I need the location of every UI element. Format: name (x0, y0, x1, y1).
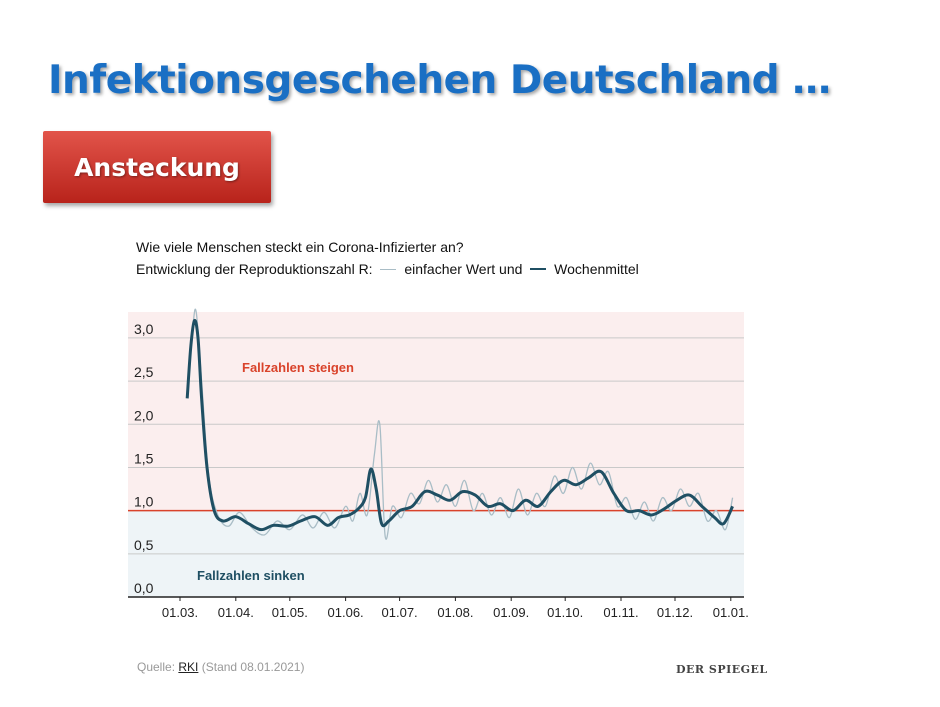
chart-question: Wie viele Menschen steckt ein Corona-Inf… (136, 239, 464, 255)
source-prefix: Quelle: (137, 660, 176, 674)
x-tick-label: 01.09. (493, 605, 529, 620)
x-tick-label: 01.06. (328, 605, 364, 620)
r-value-chart: 3,0 2,5 2,0 1,5 1,0 0,5 0,0 01.03. 01.04. 01.05. 0… (128, 308, 749, 620)
x-tick-label: 01.08. (437, 605, 473, 620)
y-tick-label: 0,0 (134, 580, 154, 596)
source-link-rki[interactable]: RKI (178, 660, 199, 674)
x-tick-label: 01.01. (713, 605, 749, 620)
y-tick-label: 2,0 (134, 407, 154, 423)
slide-title: Infektionsgeschehen Deutschland … (48, 58, 831, 103)
y-tick-label: 1,5 (134, 450, 154, 466)
x-tick-label: 01.04. (218, 605, 254, 620)
chart-subtitle-prefix: Entwicklung der Reproduktionszahl R: (136, 261, 373, 277)
y-tick-label: 2,5 (134, 364, 154, 380)
x-tick-label: 01.11. (603, 605, 638, 620)
zone-rising-background (128, 312, 744, 511)
single-value-label: einfacher Wert und (404, 261, 523, 277)
x-tick-label: 01.10. (547, 605, 583, 620)
series-line-single-value (186, 308, 734, 540)
series-line-weekly-mean (185, 318, 734, 532)
x-tick-label: 01.07. (382, 605, 418, 620)
x-tick-label: 01.05. (272, 605, 308, 620)
x-tick-label: 01.03. (162, 605, 198, 620)
y-tick-label: 3,0 (134, 321, 154, 337)
source-note: Quelle: RKI (Stand 08.01.2021) (137, 660, 304, 674)
single-value-swatch (380, 268, 397, 270)
y-tick-label: 1,0 (134, 494, 154, 510)
annotation-falling: Fallzahlen sinken (197, 568, 305, 583)
weekly-mean-label: Wochenmittel (554, 261, 639, 277)
source-date: (Stand 08.01.2021) (201, 660, 305, 674)
brand-logo: DER SPIEGEL (676, 663, 768, 676)
chart-header: Wie viele Menschen steckt ein Corona-Inf… (136, 236, 639, 280)
chart-subtitle: Entwicklung der Reproduktionszahl R: ein… (136, 258, 639, 280)
x-tick-label: 01.12. (657, 605, 693, 620)
annotation-rising: Fallzahlen steigen (242, 360, 354, 375)
y-tick-label: 0,5 (134, 537, 154, 553)
weekly-mean-swatch (530, 268, 547, 271)
section-tag: Ansteckung (43, 131, 271, 203)
